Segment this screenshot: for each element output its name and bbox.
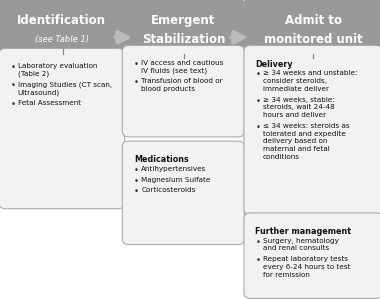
Text: delivery based on: delivery based on (263, 138, 327, 144)
Text: hours and deliver: hours and deliver (263, 112, 326, 118)
FancyBboxPatch shape (122, 141, 244, 245)
Text: •: • (256, 238, 261, 247)
Text: •: • (11, 81, 16, 90)
Text: IV access and cautious: IV access and cautious (141, 60, 224, 66)
Text: Emergent: Emergent (151, 14, 215, 27)
Text: •: • (256, 256, 261, 265)
Text: Identification: Identification (17, 14, 106, 27)
Text: Fetal Assessment: Fetal Assessment (18, 100, 81, 106)
Text: Magnesium Sulfate: Magnesium Sulfate (141, 177, 211, 183)
Text: ≥ 34 weeks and unstable:: ≥ 34 weeks and unstable: (263, 70, 358, 76)
Text: blood products: blood products (141, 86, 195, 92)
FancyBboxPatch shape (244, 0, 380, 59)
Text: •: • (134, 166, 139, 175)
Text: •: • (134, 60, 139, 69)
FancyBboxPatch shape (122, 0, 244, 59)
Text: for remission: for remission (263, 272, 310, 278)
Text: monitored unit: monitored unit (264, 33, 363, 46)
FancyBboxPatch shape (244, 45, 380, 215)
Text: conditions: conditions (263, 154, 300, 160)
Text: •: • (256, 97, 261, 106)
Text: •: • (11, 100, 16, 109)
Text: •: • (134, 187, 139, 196)
Text: IV fluids (see text): IV fluids (see text) (141, 68, 207, 74)
FancyBboxPatch shape (244, 213, 380, 298)
Text: Antihypertensives: Antihypertensives (141, 166, 207, 172)
Text: tolerated and expedite: tolerated and expedite (263, 131, 346, 137)
Text: •: • (134, 177, 139, 186)
Text: •: • (256, 70, 261, 79)
Text: Medications: Medications (134, 155, 188, 164)
Text: immediate deliver: immediate deliver (263, 86, 329, 92)
Text: Transfusion of blood or: Transfusion of blood or (141, 78, 223, 84)
FancyBboxPatch shape (0, 0, 125, 55)
Text: Laboratory evaluation: Laboratory evaluation (18, 63, 97, 69)
Text: Surgery, hematology: Surgery, hematology (263, 238, 339, 244)
Text: every 6-24 hours to test: every 6-24 hours to test (263, 264, 350, 270)
Text: Delivery: Delivery (255, 60, 293, 69)
Text: •: • (256, 123, 261, 132)
Text: Further management: Further management (255, 227, 352, 236)
Text: •: • (134, 78, 139, 87)
Text: ≤ 34 weeks: steroids as: ≤ 34 weeks: steroids as (263, 123, 350, 129)
Text: Stabilization: Stabilization (142, 33, 225, 46)
Text: consider steroids,: consider steroids, (263, 78, 327, 84)
Text: (Table 2): (Table 2) (18, 71, 49, 77)
Text: Repeat laboratory tests: Repeat laboratory tests (263, 256, 348, 262)
Text: Admit to: Admit to (285, 14, 342, 27)
Text: and renal consults: and renal consults (263, 245, 329, 251)
Text: Imaging Studies (CT scan,: Imaging Studies (CT scan, (18, 81, 112, 88)
Text: steroids, wait 24-48: steroids, wait 24-48 (263, 104, 335, 110)
Text: maternal and fetal: maternal and fetal (263, 146, 330, 152)
Text: Ultrasound): Ultrasound) (18, 89, 60, 96)
Text: •: • (11, 63, 16, 72)
Text: ≥ 34 weeks, stable:: ≥ 34 weeks, stable: (263, 97, 335, 103)
Text: Corticosteroids: Corticosteroids (141, 187, 196, 193)
FancyBboxPatch shape (122, 45, 244, 137)
Text: (see Table 1): (see Table 1) (35, 35, 89, 44)
FancyBboxPatch shape (0, 48, 125, 209)
